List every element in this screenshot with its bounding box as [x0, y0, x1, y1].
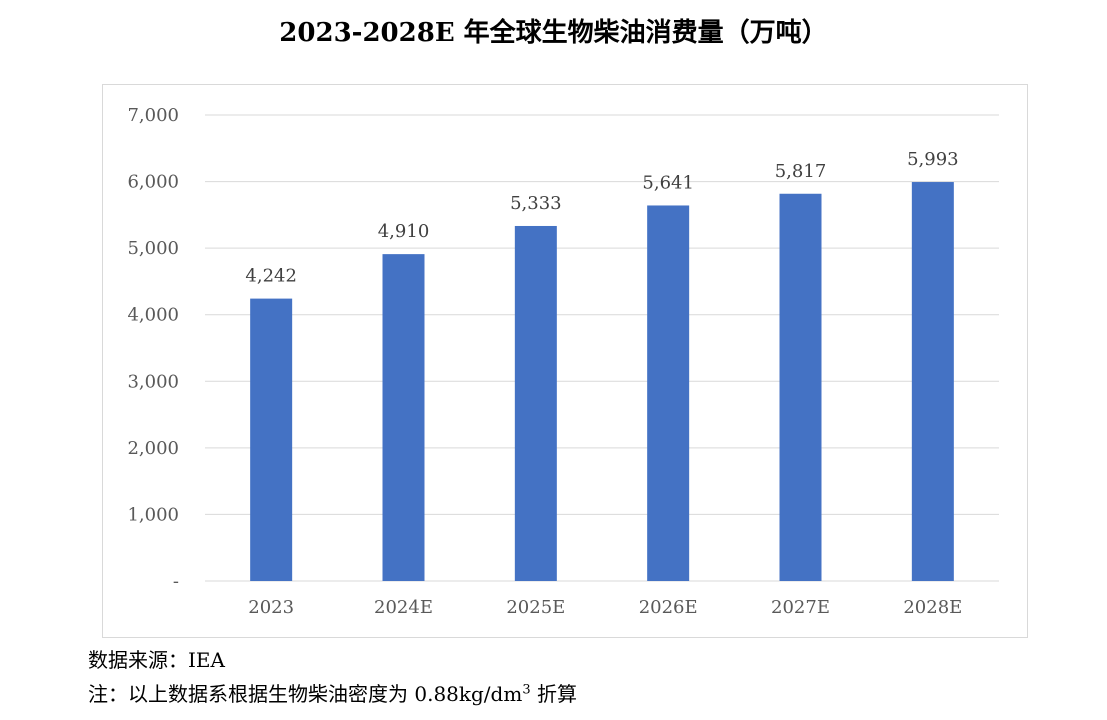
chart-title: 2023-2028E 年全球生物柴油消费量（万吨）: [279, 18, 828, 48]
x-tick-label: 2026E: [639, 597, 698, 618]
data-label: 5,993: [907, 149, 959, 170]
footnote: 注：以上数据系根据生物柴油密度为 0.88kg/dm3 折算: [88, 678, 577, 707]
x-tick-label: 2028E: [903, 597, 962, 618]
y-tick-label: 1,000: [127, 504, 179, 525]
y-tick-label: 6,000: [127, 172, 179, 193]
data-label: 4,910: [378, 221, 430, 242]
x-tick-label: 2023: [248, 597, 294, 618]
data-label: 5,333: [510, 193, 562, 214]
y-tick-label: 3,000: [127, 371, 179, 392]
bar-chart: - 1,000 2,000 3,000 4,000 5,000 6,000 7,000 4,24…: [127, 105, 999, 618]
bar: [647, 205, 690, 581]
data-source: 数据来源：IEA: [88, 648, 225, 672]
chart-frame: - 1,000 2,000 3,000 4,000 5,000 6,000 7,000 4,24…: [102, 84, 1028, 638]
y-tick-label: 5,000: [127, 238, 179, 259]
bar: [514, 225, 557, 581]
y-tick-label: 4,000: [127, 305, 179, 326]
footnote-suffix: 折算: [530, 682, 577, 706]
footnote-superscript: 3: [522, 682, 531, 698]
data-label: 5,817: [775, 161, 827, 182]
x-tick-label: 2027E: [771, 597, 830, 618]
y-tick-label: 2,000: [127, 438, 179, 459]
bar: [250, 298, 293, 581]
x-tick-label: 2025E: [506, 597, 565, 618]
bar: [779, 193, 822, 581]
footnote-text: 注：以上数据系根据生物柴油密度为 0.88kg/dm: [88, 682, 523, 706]
data-label: 4,242: [245, 266, 297, 287]
y-tick-label: 7,000: [127, 105, 179, 126]
data-label: 5,641: [642, 172, 694, 193]
y-tick-label: -: [173, 571, 179, 592]
bar: [382, 254, 425, 582]
bar: [911, 182, 954, 582]
x-tick-label: 2024E: [374, 597, 433, 618]
